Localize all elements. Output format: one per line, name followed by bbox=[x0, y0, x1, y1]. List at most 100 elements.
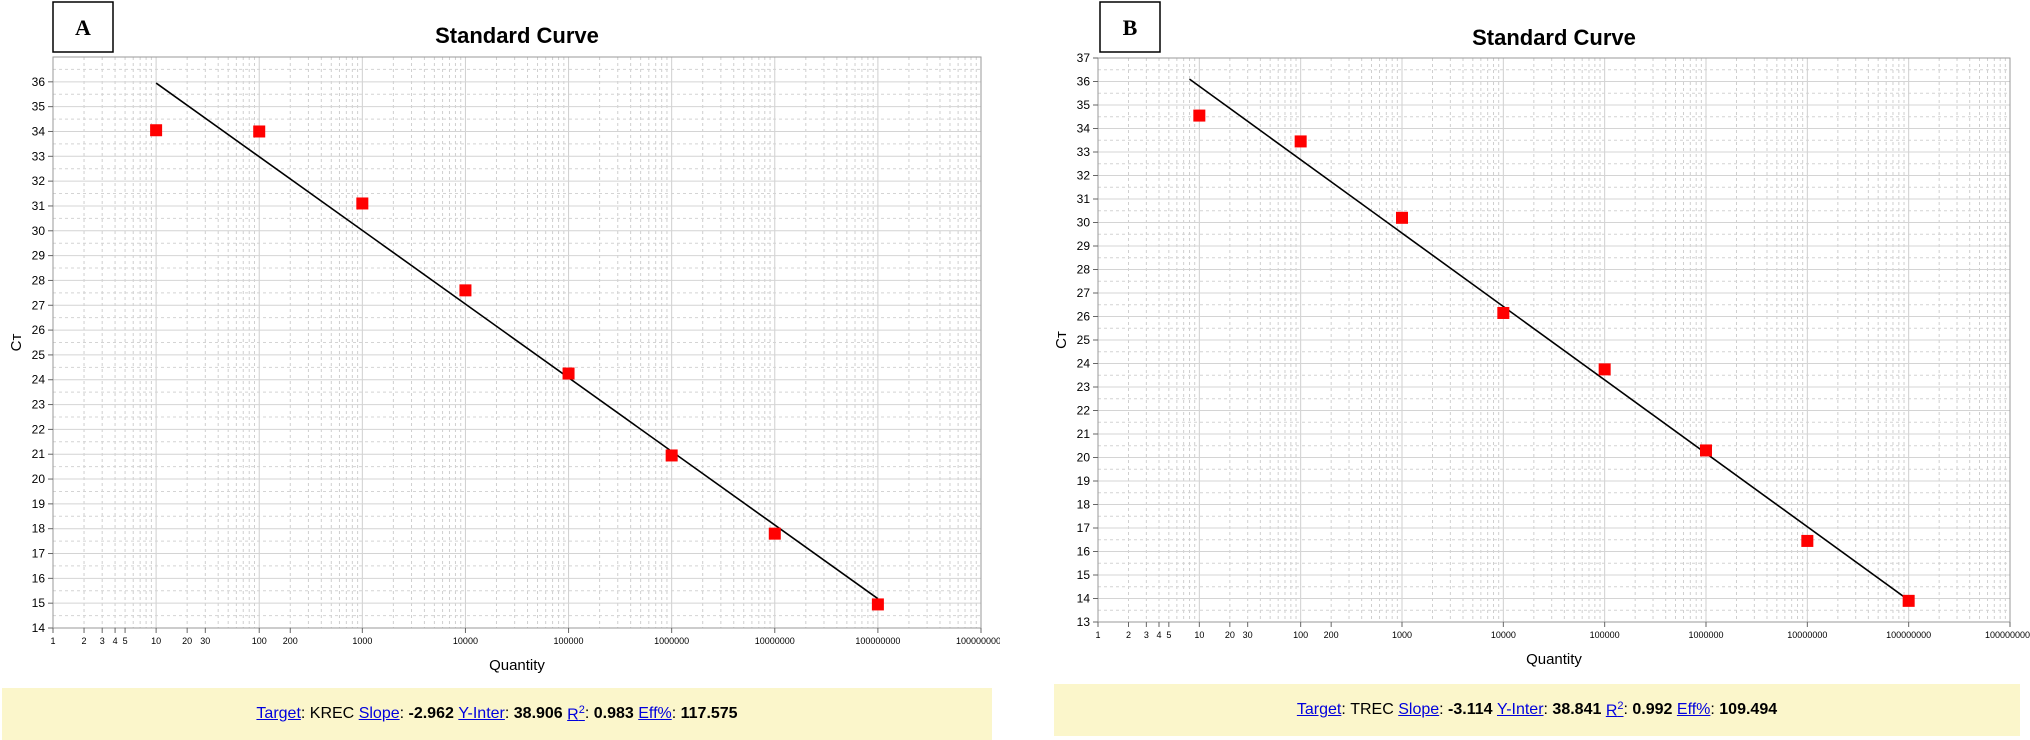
y-tick-label: 28 bbox=[1077, 263, 1091, 277]
efficiency-value: 117.575 bbox=[680, 705, 738, 722]
y-tick-label: 18 bbox=[32, 522, 46, 536]
r-squared-sup: 2 bbox=[578, 703, 585, 716]
x-tick-label: 200 bbox=[283, 636, 298, 646]
x-tick-label: 5 bbox=[123, 636, 128, 646]
data-point bbox=[1902, 594, 1915, 607]
y-tick-label: 24 bbox=[1077, 357, 1091, 371]
data-point bbox=[768, 527, 781, 540]
data-point bbox=[1801, 534, 1814, 547]
y-tick-label: 25 bbox=[1077, 333, 1091, 347]
x-tick-label: 200 bbox=[1324, 630, 1339, 640]
target-link[interactable]: Target bbox=[1296, 701, 1342, 718]
x-tick-label: 20 bbox=[182, 636, 192, 646]
panel-a: A Standard Curve 14 15 16 17 18 19 20 21 22 23 24 25 2… bbox=[0, 0, 1000, 740]
x-tick-label: 5 bbox=[1166, 630, 1171, 640]
y-tick-label: 21 bbox=[1077, 427, 1091, 441]
y-tick-label: 31 bbox=[32, 199, 46, 213]
x-axis-label: Quantity bbox=[489, 657, 545, 674]
y-tick-label: 32 bbox=[32, 174, 46, 188]
y-tick-label: 33 bbox=[32, 149, 46, 163]
data-point bbox=[562, 367, 575, 380]
data-point bbox=[871, 598, 884, 611]
panel-label: B bbox=[1123, 15, 1138, 40]
x-tick-label: 10000000 bbox=[755, 636, 795, 646]
r-squared-link[interactable]: R2 bbox=[1606, 700, 1624, 720]
x-tick-label: 1000000000 bbox=[956, 636, 1000, 646]
target-value: KREC bbox=[309, 705, 355, 722]
slope-link[interactable]: Slope bbox=[1398, 701, 1440, 718]
y-tick-label: 22 bbox=[1077, 404, 1091, 418]
y-axis-label: Cт bbox=[8, 334, 25, 352]
x-tick-label: 10 bbox=[1194, 630, 1204, 640]
y-tick-label: 36 bbox=[1077, 75, 1091, 89]
target-link[interactable]: Target bbox=[256, 705, 301, 722]
target-value: TREC bbox=[1350, 701, 1394, 718]
data-point bbox=[253, 125, 266, 138]
y-tick-label: 14 bbox=[1077, 592, 1091, 606]
slope-value: -2.962 bbox=[408, 705, 454, 722]
x-tick-label: 1 bbox=[1095, 630, 1100, 640]
y-tick-label: 32 bbox=[1077, 169, 1091, 183]
y-tick-label: 15 bbox=[1077, 568, 1091, 582]
x-tick-label: 30 bbox=[200, 636, 210, 646]
data-point bbox=[1396, 211, 1408, 224]
efficiency-link[interactable]: Eff% bbox=[1676, 701, 1711, 718]
x-tick-label: 1000000 bbox=[654, 636, 689, 646]
y-tick-label: 17 bbox=[1077, 521, 1091, 535]
x-tick-label: 3 bbox=[100, 636, 105, 646]
y-tick-label: 34 bbox=[1077, 122, 1091, 136]
summary-bar-a: Target: KREC Slope: -2.962 Y-Inter: 38.9… bbox=[2, 688, 992, 740]
r-squared-sup: 2 bbox=[1617, 699, 1624, 712]
x-tick-label: 100000000 bbox=[855, 636, 900, 646]
x-tick-label: 1000 bbox=[352, 636, 372, 646]
y-inter-link[interactable]: Y-Inter bbox=[1496, 701, 1544, 718]
y-tick-label: 30 bbox=[1077, 216, 1091, 230]
fit-line bbox=[1189, 78, 1910, 601]
x-tick-label: 4 bbox=[113, 636, 118, 646]
data-point bbox=[1497, 306, 1510, 319]
data-point bbox=[1598, 363, 1611, 376]
y-tick-label: 25 bbox=[32, 348, 46, 362]
r-squared-link[interactable]: R2 bbox=[567, 704, 585, 724]
x-tick-label: 1 bbox=[50, 636, 55, 646]
x-tick-label: 100000000 bbox=[1886, 630, 1931, 640]
standard-curve-chart-a: A Standard Curve1415161718192021222324252… bbox=[8, 1, 1000, 674]
x-tick-label: 10000 bbox=[453, 636, 478, 646]
x-tick-label: 1000000000 bbox=[1985, 630, 2030, 640]
r-squared-label: R bbox=[1605, 702, 1618, 720]
y-tick-label: 33 bbox=[1077, 145, 1091, 159]
y-tick-label: 16 bbox=[32, 571, 46, 585]
standard-curve-chart-b: B Standard Curve1314151617181920212223242… bbox=[1053, 1, 2030, 668]
y-tick-label: 20 bbox=[1077, 451, 1091, 465]
x-tick-label: 4 bbox=[1157, 630, 1162, 640]
efficiency-link[interactable]: Eff% bbox=[638, 705, 672, 722]
panel-label-box bbox=[52, 1, 114, 53]
y-tick-label: 24 bbox=[32, 373, 46, 387]
y-tick-label: 19 bbox=[32, 497, 46, 511]
panel-label-box bbox=[1099, 1, 1161, 53]
y-axis-label: Cт bbox=[1053, 331, 1070, 349]
chart-title: Standard Curve bbox=[1472, 25, 1636, 50]
data-point bbox=[665, 449, 678, 462]
panel-b: B Standard Curve 13 14 15 16 17 18 19 20 21 22 23 24 2… bbox=[1050, 0, 2030, 740]
x-tick-label: 20 bbox=[1225, 630, 1235, 640]
slope-link[interactable]: Slope bbox=[358, 705, 400, 722]
y-tick-label: 34 bbox=[32, 124, 46, 138]
x-tick-label: 100000 bbox=[554, 636, 584, 646]
x-tick-label: 100 bbox=[1293, 630, 1308, 640]
y-tick-label: 27 bbox=[1077, 286, 1091, 300]
x-tick-label: 1000 bbox=[1392, 630, 1412, 640]
x-axis-label: Quantity bbox=[1526, 651, 1582, 668]
data-point bbox=[1193, 109, 1206, 122]
y-tick-label: 20 bbox=[32, 472, 46, 486]
y-tick-label: 13 bbox=[1077, 615, 1091, 629]
y-inter-link[interactable]: Y-Inter bbox=[458, 705, 505, 722]
y-tick-label: 27 bbox=[32, 298, 46, 312]
y-tick-label: 23 bbox=[32, 398, 46, 412]
slope-value: -3.114 bbox=[1448, 701, 1493, 718]
y-tick-label: 37 bbox=[1077, 51, 1091, 65]
x-tick-label: 30 bbox=[1243, 630, 1253, 640]
y-tick-label: 26 bbox=[32, 323, 46, 337]
summary-bar-b: Target: TREC Slope: -3.114 Y-Inter: 38.8… bbox=[1054, 684, 2020, 736]
r-squared-value: 0.983 bbox=[593, 705, 634, 722]
